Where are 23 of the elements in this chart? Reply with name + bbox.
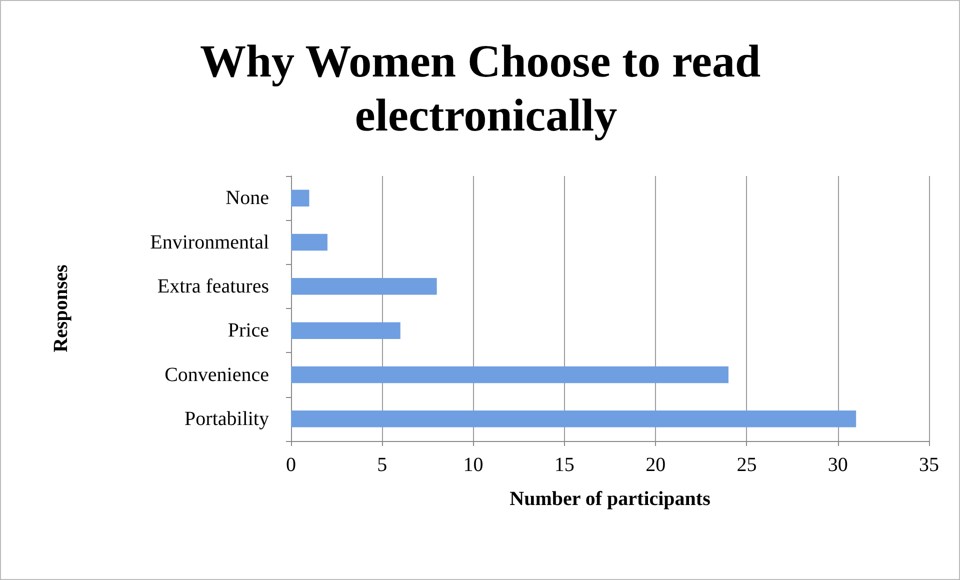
y-tick-label: Convenience — [164, 364, 270, 386]
y-axis-title: Responses — [50, 264, 72, 352]
x-axis-title: Number of participants — [510, 488, 711, 510]
y-tick-label: None — [226, 187, 270, 210]
bar — [291, 278, 437, 295]
x-tick-label: 35 — [919, 454, 939, 476]
chart-title: Why Women Choose to read electronically — [200, 36, 772, 140]
y-tick-label: Price — [228, 320, 270, 342]
y-tick-label: Portability — [184, 408, 269, 430]
x-tick-label: 25 — [736, 454, 757, 476]
x-tick-label: 0 — [286, 454, 296, 476]
x-tick-label: 30 — [828, 454, 848, 476]
x-tick-label: 15 — [554, 454, 574, 476]
x-tick-label: 10 — [463, 454, 484, 476]
bar — [291, 234, 328, 251]
y-tick-label: Extra features — [157, 275, 270, 298]
x-tick-label: 5 — [377, 454, 388, 476]
bar — [291, 410, 856, 428]
bar — [291, 366, 728, 384]
bar — [291, 322, 400, 339]
y-tick-label: Environmental — [150, 231, 270, 254]
x-tick-label: 20 — [646, 454, 666, 476]
bar — [291, 190, 310, 206]
